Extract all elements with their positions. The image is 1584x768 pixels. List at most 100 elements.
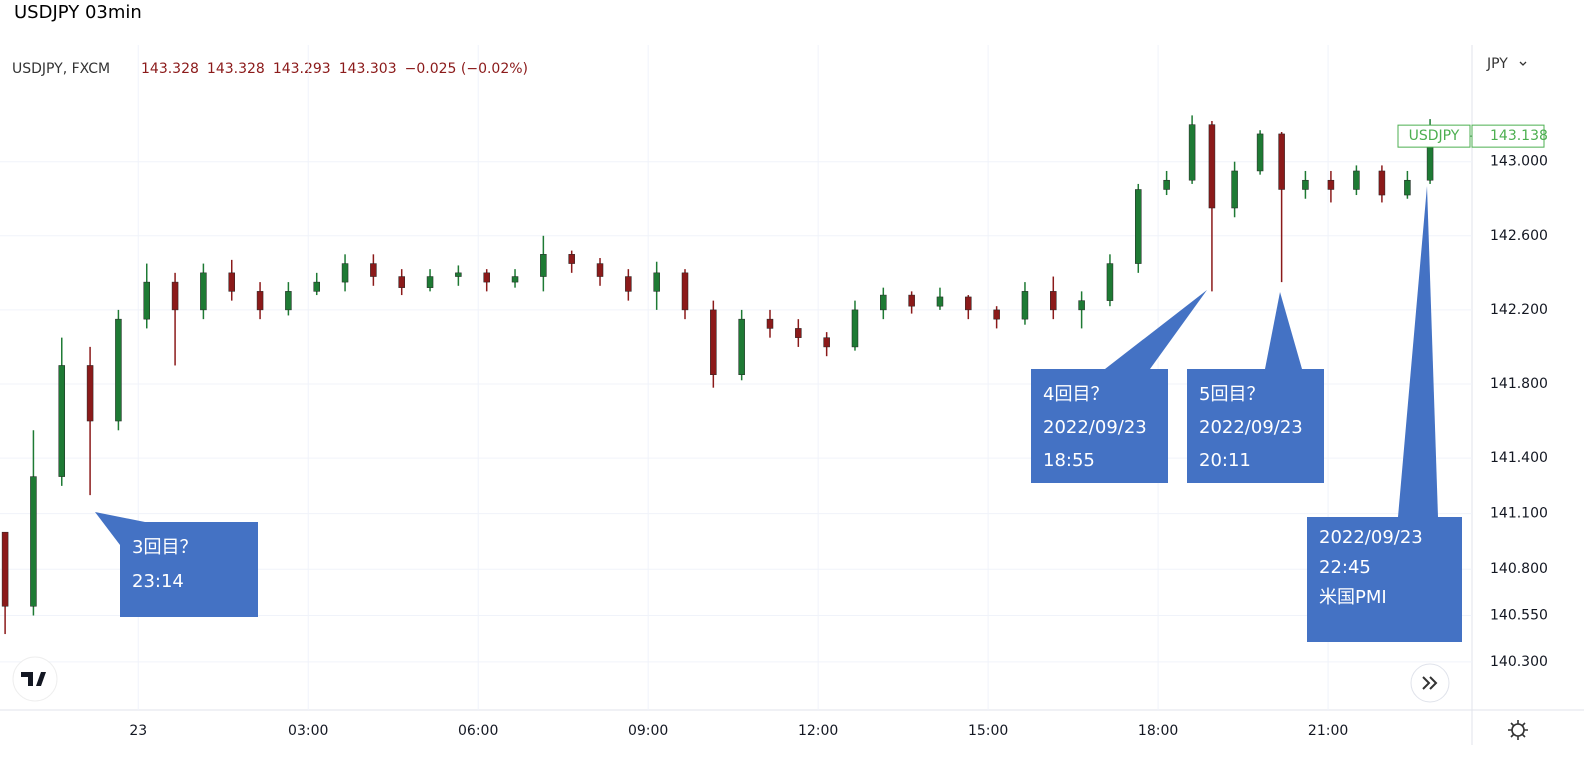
- candle-body: [625, 276, 632, 292]
- candle-body: [1256, 133, 1264, 172]
- y-tick-label: 143.000: [1490, 154, 1548, 170]
- scroll-button[interactable]: [1410, 663, 1450, 703]
- x-tick-label: 06:00: [458, 723, 498, 739]
- currency[interactable]: JPY: [1486, 56, 1508, 72]
- symbol-info: USDJPY, FXCM: [12, 61, 110, 77]
- x-tick-label: 09:00: [628, 723, 668, 739]
- candle-body: [1278, 133, 1285, 190]
- candle-body: [1327, 179, 1335, 190]
- candle-body: [1404, 179, 1411, 196]
- y-tick-label: 140.300: [1490, 654, 1548, 670]
- candle-body: [1135, 189, 1142, 264]
- y-tick-label: 140.800: [1490, 561, 1548, 577]
- candle-body: [1353, 170, 1360, 190]
- candle-body: [936, 296, 944, 307]
- x-tick-label: 15:00: [968, 723, 1008, 739]
- y-tick-label: 141.400: [1490, 450, 1548, 466]
- candle-body: [143, 281, 150, 320]
- logo-mark[interactable]: [21, 672, 46, 686]
- scroll-arrows[interactable]: [1422, 676, 1438, 690]
- y-tick-label: 142.200: [1490, 302, 1548, 318]
- candle-body: [511, 276, 519, 283]
- callout-text: 2022/09/23: [1043, 417, 1147, 438]
- callout-text: 20:11: [1199, 450, 1251, 471]
- candle-body: [1078, 300, 1085, 311]
- candle-body: [370, 263, 377, 277]
- candle-body: [710, 309, 717, 375]
- callout-pointer: [1265, 292, 1302, 369]
- candle-body: [200, 272, 207, 311]
- settings-icon[interactable]: [1508, 720, 1528, 740]
- callout-text: 4回目？: [1043, 384, 1108, 405]
- annotations: 3回目？ 23:14 4回目？ 2022/09/23 18:55 5回目？ 2022/09/…: [95, 186, 1462, 642]
- last-price-name: USDJPY: [1409, 128, 1460, 144]
- candle-body: [568, 254, 575, 264]
- candle-body: [596, 263, 604, 277]
- candle-body: [738, 318, 745, 375]
- x-tick-label: 21:00: [1308, 723, 1348, 739]
- candle-body: [398, 276, 405, 288]
- last-price-value: 143.138: [1490, 128, 1548, 144]
- candle-body: [86, 365, 94, 422]
- candle-body: [58, 365, 66, 477]
- candle-body: [426, 276, 434, 288]
- header-value: 143.303: [339, 61, 397, 77]
- candle-body: [681, 272, 689, 311]
- header-value: 143.328: [141, 61, 199, 77]
- candle-body: [1188, 124, 1196, 181]
- chart-title: USDJPY 03min: [14, 2, 142, 23]
- candle-body: [455, 272, 462, 277]
- callout-pointer: [1398, 186, 1438, 517]
- callout-pointer: [1105, 290, 1207, 369]
- header-value: −0.025 (−0.02%): [405, 61, 528, 77]
- candle-body: [1, 531, 9, 607]
- header-values: 143.328 143.328 143.293 143.303 −0.025 (−0.0…: [141, 61, 528, 77]
- candle-body: [1021, 291, 1029, 320]
- callout-text: 5回目？: [1199, 384, 1264, 405]
- callout-text: 22:45: [1319, 557, 1371, 578]
- candle-body: [256, 291, 264, 311]
- last-price-name-box: [1397, 124, 1471, 148]
- x-tick-label: 18:00: [1138, 723, 1178, 739]
- candle-body: [30, 476, 37, 607]
- candle-body: [115, 318, 122, 422]
- callout-text: 2022/09/23: [1199, 417, 1303, 438]
- callout-text: 3回目？: [132, 537, 197, 558]
- candle-body: [171, 281, 179, 311]
- tv-logo[interactable]: [12, 656, 58, 702]
- callout-box: [1307, 517, 1462, 642]
- candle-body: [1050, 291, 1057, 311]
- candle-body: [851, 309, 859, 348]
- candle-body: [341, 263, 349, 283]
- y-tick-label: 140.550: [1490, 608, 1548, 624]
- callout-box: [120, 522, 258, 617]
- candle-body: [766, 318, 774, 329]
- x-tick-label: 03:00: [288, 723, 328, 739]
- x-tick-label: 12:00: [798, 723, 838, 739]
- candle-body: [1208, 124, 1216, 209]
- y-tick-label: 141.800: [1490, 376, 1548, 392]
- y-tick-label: 142.600: [1490, 228, 1548, 244]
- gear-teeth[interactable]: [1508, 720, 1528, 740]
- candle-body: [1302, 179, 1309, 190]
- candle-body: [1163, 179, 1170, 190]
- header-value: 143.293: [273, 61, 331, 77]
- candle-body: [653, 272, 660, 292]
- candle-body: [908, 294, 915, 307]
- candle-body: [965, 296, 972, 311]
- candle-body: [228, 272, 235, 292]
- candle-body: [540, 254, 547, 277]
- logo-circle[interactable]: [12, 656, 58, 702]
- candle-body: [823, 337, 830, 348]
- candle-body: [795, 328, 802, 338]
- currency-caret[interactable]: [1519, 61, 1527, 66]
- callout-text: 米国PMI: [1319, 587, 1387, 608]
- callout-box: [1187, 369, 1324, 483]
- header-value: 143.328: [207, 61, 265, 77]
- candles: USDJPY 143.138: [1, 115, 1548, 635]
- last-price-box: [1471, 124, 1545, 148]
- y-tick-label: 141.100: [1490, 506, 1548, 522]
- candle-body: [1378, 170, 1386, 196]
- candle-body: [483, 272, 490, 283]
